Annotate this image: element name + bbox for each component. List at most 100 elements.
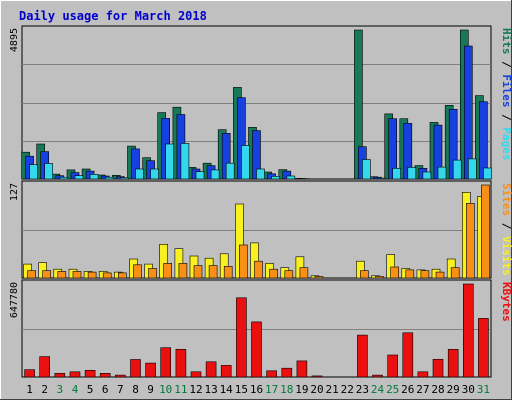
bar-pages-day-7 <box>120 177 129 180</box>
x-tick-label-day-16: 16 <box>250 383 263 396</box>
x-tick-label-day-29: 29 <box>447 383 460 396</box>
bar-pages-day-2 <box>44 163 54 180</box>
x-tick-label-day-6: 6 <box>102 383 109 396</box>
x-tick-label-day-4: 4 <box>72 383 79 396</box>
bar-pages-day-31 <box>483 167 492 180</box>
bar-sites-day-27 <box>420 270 430 279</box>
bar-kbytes-day-13 <box>205 361 217 378</box>
bar-sites-day-29 <box>450 267 460 279</box>
bar-kbytes-day-26 <box>402 332 414 378</box>
bar-sites-day-19 <box>299 267 309 279</box>
bar-sites-day-2 <box>42 270 52 279</box>
bar-pages-day-13 <box>210 169 220 180</box>
x-tick-label-day-5: 5 <box>87 383 94 396</box>
bar-pages-day-30 <box>467 158 477 180</box>
y-axis-max-label: 4895 <box>9 28 20 52</box>
bar-kbytes-day-5 <box>84 369 96 378</box>
bar-kbytes-day-28 <box>432 358 444 378</box>
x-tick-label-day-17: 17 <box>265 383 278 396</box>
bar-sites-day-6 <box>102 272 112 279</box>
bar-sites-day-10 <box>163 263 172 279</box>
bar-kbytes-day-14 <box>220 365 232 378</box>
bar-pages-day-8 <box>135 168 144 180</box>
bar-sites-day-8 <box>133 264 142 279</box>
bar-sites-day-12 <box>193 265 203 279</box>
bar-kbytes-day-23 <box>357 334 368 378</box>
bar-pages-day-9 <box>150 168 159 180</box>
x-axis-labels: 1 2 3 4 5 6 7 8 9 10 11 12 13 14 15 16 17 18 19 20 21 22 23 24 2… <box>26 383 490 396</box>
x-tick-label-day-13: 13 <box>204 383 217 396</box>
x-tick-label-day-18: 18 <box>280 383 293 396</box>
panel-legend: Sites / Visits <box>500 183 512 276</box>
x-tick-label-day-20: 20 <box>310 383 323 396</box>
legend-sites: Sites <box>500 183 512 216</box>
bar-kbytes-day-3 <box>54 372 66 378</box>
bar-pages-day-15 <box>241 145 250 180</box>
bar-sites-day-18 <box>284 270 294 279</box>
bar-files-day-31 <box>479 101 488 180</box>
x-tick-label-day-26: 26 <box>401 383 414 396</box>
x-tick-label-day-3: 3 <box>56 383 63 396</box>
bar-pages-day-29 <box>452 159 462 180</box>
legend-pages: Pages <box>500 127 512 160</box>
legend-visits: Visits <box>500 236 512 276</box>
bar-kbytes-day-30 <box>462 283 474 378</box>
y-axis-max-label: 127 <box>9 183 20 201</box>
bar-sites-day-24 <box>375 276 384 279</box>
bar-pages-day-6 <box>104 176 114 180</box>
bar-sites-day-15 <box>239 244 248 279</box>
x-tick-label-day-30: 30 <box>462 383 475 396</box>
x-tick-label-day-10: 10 <box>159 383 172 396</box>
bar-kbytes-day-31 <box>478 318 489 378</box>
panel-1: 4895 Hits / Files / Pages <box>9 25 512 180</box>
x-tick-label-day-19: 19 <box>295 383 308 396</box>
bar-sites-day-7 <box>118 272 127 279</box>
bar-pages-day-12 <box>195 171 205 180</box>
x-tick-label-day-1: 1 <box>26 383 33 396</box>
bar-sites-day-26 <box>405 269 415 279</box>
bar-kbytes-day-4 <box>69 371 81 378</box>
bar-sites-day-4 <box>72 271 82 279</box>
bar-sites-day-23 <box>360 270 369 279</box>
bar-sites-day-3 <box>57 271 67 279</box>
bar-kbytes-day-25 <box>387 354 399 378</box>
legend-separator: / <box>500 55 512 75</box>
chart-title: Daily usage for March 2018 <box>19 9 207 23</box>
bar-kbytes-day-10 <box>160 347 171 378</box>
bar-pages-day-14 <box>225 162 235 180</box>
x-tick-label-day-12: 12 <box>189 383 202 396</box>
x-tick-label-day-22: 22 <box>341 383 354 396</box>
bar-pages-day-24 <box>377 177 386 180</box>
bar-kbytes-day-7 <box>115 374 126 378</box>
bar-kbytes-day-2 <box>39 356 51 378</box>
bar-pages-day-28 <box>437 166 447 180</box>
x-tick-label-day-9: 9 <box>147 383 154 396</box>
bar-sites-day-13 <box>208 265 218 279</box>
x-tick-label-day-14: 14 <box>220 383 234 396</box>
bar-pages-day-3 <box>59 176 69 180</box>
bar-sites-day-17 <box>269 268 278 279</box>
bar-kbytes-day-8 <box>130 359 141 378</box>
legend-separator: / <box>500 216 512 236</box>
bar-pages-day-1 <box>29 164 38 180</box>
x-tick-label-day-27: 27 <box>416 383 429 396</box>
x-tick-label-day-21: 21 <box>325 383 338 396</box>
legend-files: Files <box>500 74 512 107</box>
panel-3: 647780 KBytes <box>9 279 512 378</box>
bar-pages-day-23 <box>362 159 371 180</box>
bar-sites-day-16 <box>254 260 263 279</box>
bar-sites-day-11 <box>178 263 188 279</box>
x-tick-label-day-8: 8 <box>132 383 139 396</box>
bar-kbytes-day-11 <box>175 348 187 378</box>
y-axis-max-label: 647780 <box>9 282 20 318</box>
bar-kbytes-day-27 <box>417 371 429 378</box>
bar-pages-day-25 <box>392 168 402 180</box>
bar-sites-day-20 <box>314 276 324 279</box>
panel-legend: Hits / Files / Pages <box>500 28 512 161</box>
bar-sites-day-28 <box>435 271 445 279</box>
bar-kbytes-day-6 <box>99 372 111 378</box>
bar-pages-day-5 <box>89 174 99 180</box>
x-tick-label-day-23: 23 <box>356 383 369 396</box>
bar-sites-day-5 <box>87 271 97 279</box>
